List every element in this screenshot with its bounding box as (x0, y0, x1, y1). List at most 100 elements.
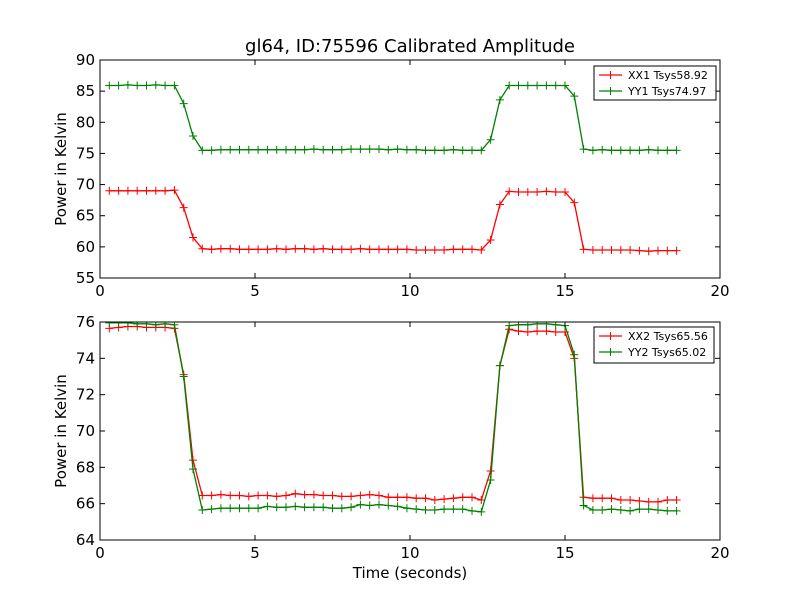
data-point (337, 504, 346, 513)
data-point (244, 245, 253, 254)
data-point (430, 496, 439, 505)
legend-box (593, 326, 715, 364)
data-point (254, 245, 263, 254)
data-point (235, 245, 244, 254)
y-axis-label: Power in Kelvin (52, 374, 70, 488)
data-point (654, 146, 662, 155)
data-point (105, 186, 114, 195)
top-axes: 0 5 10 15 20 55 60 65 70 75 80 85 90 Power in Kelvin X… (52, 51, 730, 300)
data-point (337, 145, 346, 154)
x-tick-label: 20 (710, 544, 729, 562)
data-point (412, 245, 421, 254)
data-point (216, 145, 225, 154)
data-point (161, 322, 170, 328)
data-point (170, 186, 179, 195)
data-point (542, 81, 551, 90)
data-point (635, 505, 644, 514)
data-point (616, 146, 625, 155)
data-point (272, 145, 281, 154)
data-point (486, 135, 495, 144)
data-point (198, 506, 207, 515)
x-tick-label: 20 (710, 282, 729, 300)
data-point (216, 244, 225, 253)
series-line-1 (109, 189, 677, 252)
data-point (607, 494, 616, 503)
data-point (365, 501, 374, 510)
data-point (412, 145, 421, 154)
data-point (226, 504, 235, 513)
data-point (672, 506, 681, 515)
data-point (635, 146, 644, 155)
legend-marker (606, 71, 615, 79)
data-point (663, 246, 672, 255)
data-point (226, 145, 235, 154)
data-point (468, 146, 476, 155)
data-point (533, 188, 542, 197)
x-tick-label: 10 (400, 282, 419, 300)
y-tick-label: 74 (76, 349, 95, 367)
data-point (412, 505, 421, 514)
data-point (495, 200, 504, 209)
data-point (133, 81, 142, 90)
data-point (477, 146, 486, 155)
data-point (430, 146, 439, 155)
data-point (579, 501, 588, 510)
data-point (449, 145, 458, 154)
legend-marker (606, 348, 615, 356)
data-point (282, 245, 290, 254)
data-point (626, 245, 635, 254)
data-point (328, 504, 337, 513)
data-point (151, 186, 160, 195)
legend-entry: YY2 Tsys65.02 (627, 346, 706, 359)
data-point (189, 233, 197, 242)
data-point (533, 81, 542, 90)
data-point (263, 245, 272, 254)
data-point (542, 187, 551, 196)
data-point (607, 245, 616, 254)
data-point (300, 244, 309, 253)
x-tick-label: 10 (400, 544, 419, 562)
data-point (328, 245, 337, 254)
y-tick-label: 72 (76, 386, 95, 404)
plot-area (105, 80, 681, 256)
data-point (486, 236, 495, 245)
y-tick-label: 55 (76, 269, 95, 287)
data-point (551, 327, 560, 336)
data-point (616, 506, 625, 515)
data-point (505, 322, 514, 330)
data-point (458, 493, 467, 502)
data-point (309, 503, 318, 512)
data-point (170, 81, 179, 90)
x-tick-label: 15 (555, 282, 574, 300)
data-point (402, 504, 411, 513)
data-point (319, 503, 328, 512)
data-point (133, 322, 142, 328)
data-point (393, 502, 402, 511)
data-point (244, 492, 253, 501)
legend: XX1 Tsys58.92 YY1 Tsys74.97 (593, 65, 717, 101)
data-point (356, 244, 365, 253)
chart-title: gl64, ID:75596 Calibrated Amplitude (245, 36, 575, 57)
data-point (114, 81, 123, 90)
data-point (542, 327, 551, 336)
y-tick-label: 80 (76, 113, 95, 131)
data-point (477, 496, 486, 505)
data-point (254, 491, 263, 500)
x-tick-label: 15 (555, 544, 574, 562)
x-tick-label: 5 (250, 282, 260, 300)
data-point (105, 322, 114, 327)
data-point (161, 81, 170, 90)
legend-marker (606, 87, 615, 95)
data-point (105, 81, 114, 90)
data-point (309, 145, 318, 154)
y-tick-label: 66 (76, 495, 95, 513)
data-point (179, 372, 188, 381)
data-point (570, 92, 579, 101)
y-tick-label: 68 (76, 458, 95, 476)
data-point (319, 145, 328, 154)
data-point (179, 99, 188, 108)
data-point (282, 503, 290, 512)
data-point (291, 489, 300, 498)
data-point (337, 492, 346, 501)
data-point (207, 245, 216, 254)
